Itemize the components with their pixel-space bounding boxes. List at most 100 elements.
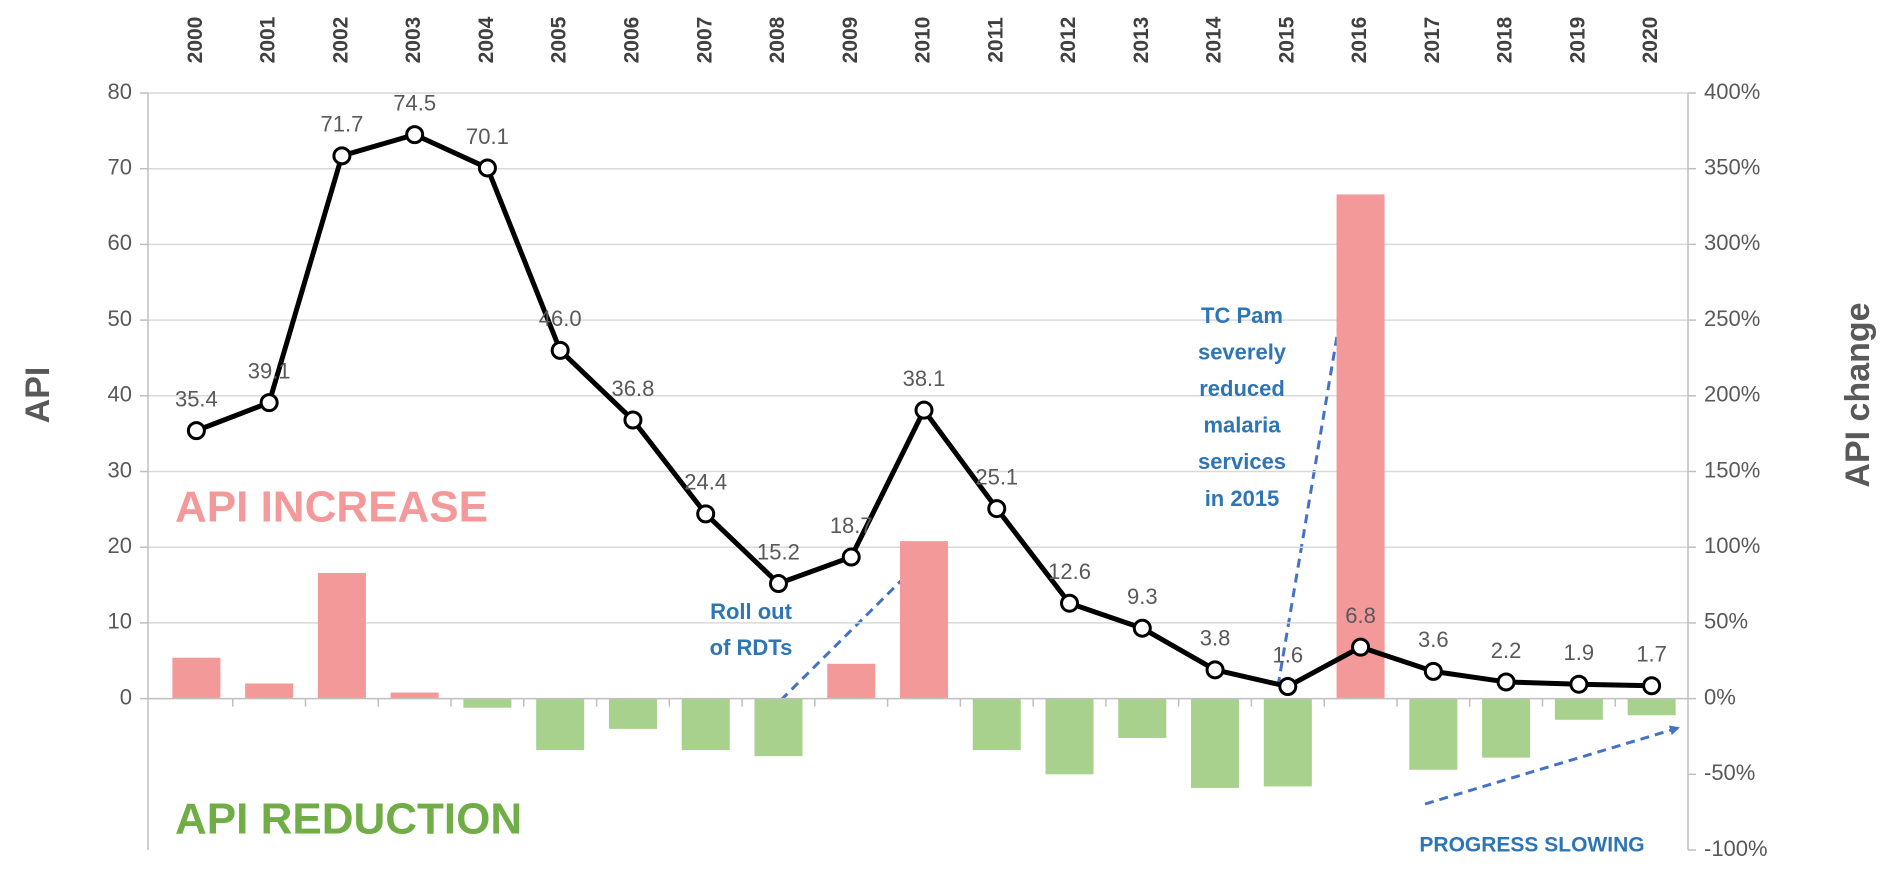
data-label: 1.9: [1564, 640, 1595, 665]
marker: [1205, 660, 1225, 680]
marker: [696, 504, 716, 524]
marker: [1496, 672, 1516, 692]
y2-tick-label: -50%: [1704, 760, 1755, 785]
data-label: 3.6: [1418, 627, 1449, 652]
y-tick-label: 50: [108, 306, 132, 331]
y2-tick-label: 300%: [1704, 230, 1760, 255]
marker: [987, 499, 1007, 519]
data-label: 74.5: [393, 90, 436, 115]
marker: [405, 125, 425, 145]
data-label: 15.2: [757, 539, 800, 564]
x-tick-label: 2001: [257, 16, 280, 63]
marker: [186, 421, 206, 441]
bar: [1627, 698, 1676, 716]
annotation: services: [1198, 449, 1286, 474]
x-tick-label: 2016: [1348, 17, 1371, 64]
y-tick-label: 10: [108, 609, 132, 634]
y-tick-label: 60: [108, 230, 132, 255]
bar: [827, 663, 876, 699]
y2-axis-title: API change: [1839, 302, 1877, 487]
marker: [1642, 676, 1662, 696]
bar: [536, 698, 585, 751]
x-tick-label: 2005: [548, 16, 571, 63]
y2-tick-label: 200%: [1704, 382, 1760, 407]
bar: [754, 698, 803, 757]
annotation: malaria: [1203, 413, 1281, 438]
data-label: 35.4: [175, 386, 218, 411]
data-label: 24.4: [684, 470, 727, 495]
x-tick-label: 2010: [912, 17, 935, 64]
marker: [914, 400, 934, 420]
annotation: severely: [1198, 339, 1287, 364]
bar: [972, 698, 1021, 751]
marker: [1132, 618, 1152, 638]
bar: [608, 698, 657, 729]
marker: [841, 547, 861, 567]
bar: [681, 698, 730, 751]
y2-tick-label: 100%: [1704, 533, 1760, 558]
y2-tick-label: 400%: [1704, 79, 1760, 104]
bar: [390, 692, 439, 699]
y2-tick-label: 350%: [1704, 155, 1760, 180]
y2-tick-label: 0%: [1704, 684, 1736, 709]
x-tick-label: 2008: [766, 16, 789, 63]
data-label: 70.1: [466, 124, 509, 149]
y-tick-label: 40: [108, 382, 132, 407]
marker: [550, 340, 570, 360]
data-label: 46.0: [539, 306, 582, 331]
data-label: 2.2: [1491, 638, 1522, 663]
y2-tick-label: 250%: [1704, 306, 1760, 331]
x-tick-label: 2014: [1203, 16, 1226, 63]
x-tick-label: 2013: [1130, 17, 1153, 64]
x-tick-label: 2009: [839, 17, 862, 64]
annotation: of RDTs: [710, 635, 793, 660]
data-label: 1.6: [1273, 642, 1304, 667]
marker: [1278, 676, 1298, 696]
x-tick-label: 2012: [1057, 17, 1080, 64]
x-tick-label: 2000: [184, 17, 207, 64]
data-label: 39.1: [248, 358, 291, 383]
marker: [1060, 593, 1080, 613]
marker: [259, 393, 279, 413]
bar: [1191, 698, 1240, 788]
bar: [1409, 698, 1458, 770]
arrow: [1424, 725, 1680, 806]
y-tick-label: 20: [108, 533, 132, 558]
x-tick-label: 2006: [620, 17, 643, 64]
marker: [477, 158, 497, 178]
x-tick-label: 2015: [1275, 16, 1298, 63]
data-label: 18.7: [830, 513, 873, 538]
annotation: reduced: [1199, 376, 1285, 401]
data-label: 9.3: [1127, 584, 1158, 609]
y-tick-label: 70: [108, 155, 132, 180]
y-tick-label: 30: [108, 457, 132, 482]
marker: [1351, 637, 1371, 657]
marker: [1423, 661, 1443, 681]
bar: [1118, 698, 1167, 738]
bar: [172, 657, 221, 699]
x-tick-label: 2020: [1639, 17, 1662, 64]
data-label: 3.8: [1200, 626, 1231, 651]
marker: [332, 146, 352, 166]
data-label: 25.1: [975, 464, 1018, 489]
data-label: 12.6: [1048, 559, 1091, 584]
marker: [1569, 674, 1589, 694]
y-tick-label: 0: [120, 684, 132, 709]
bar: [317, 572, 366, 699]
y-tick-label: 80: [108, 79, 132, 104]
annotation: in 2015: [1205, 486, 1280, 511]
marker: [768, 574, 788, 594]
bar: [245, 683, 294, 699]
bar: [463, 698, 512, 708]
x-tick-label: 2002: [329, 17, 352, 64]
y2-tick-label: 150%: [1704, 457, 1760, 482]
x-tick-label: 2018: [1494, 16, 1517, 63]
bar: [899, 541, 949, 699]
data-label: 71.7: [320, 112, 363, 137]
x-tick-label: 2017: [1421, 17, 1444, 64]
x-tick-label: 2011: [984, 17, 1007, 63]
annotation: API INCREASE: [175, 483, 488, 532]
x-tick-label: 2007: [693, 17, 716, 64]
data-label: 38.1: [903, 366, 946, 391]
annotation: PROGRESS SLOWING: [1419, 834, 1644, 857]
